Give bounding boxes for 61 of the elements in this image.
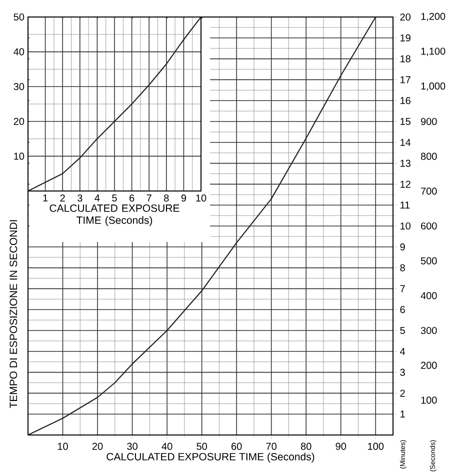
x-tick-label: 10 [58, 442, 68, 450]
x-tick-label: 1 [43, 194, 48, 202]
x-tick-label: 5 [112, 194, 117, 202]
x-tick-label: 4 [94, 194, 100, 202]
y2-tick-label: 200 [421, 362, 437, 369]
x-tick-label: 3 [77, 194, 82, 202]
x-tick-label: 10 [196, 194, 206, 202]
y-tick-label: 2 [400, 390, 405, 397]
x-tick-label: 90 [336, 442, 346, 450]
y-tick-label: 12 [400, 180, 410, 188]
x-axis-title: CALCULATED EXPOSURE TIME (Seconds) [50, 204, 180, 226]
y2-tick-label: 700 [421, 188, 437, 195]
x-tick-label: 40 [162, 442, 172, 450]
y2-tick-label: 1,200 [421, 12, 446, 22]
x-tick-label: 50 [196, 442, 207, 450]
y-tick-label: 5 [400, 327, 405, 334]
line-series [27, 16, 376, 436]
text: TEMPO DI ESPOSIZIONE IN SECONDI [10, 220, 18, 408]
x-tick-label: 100 [368, 442, 384, 450]
x-tick-label: 6 [130, 194, 134, 202]
x-tick-label: 8 [164, 194, 169, 202]
y-tick-label: 7 [400, 285, 405, 292]
y2-tick-label: 300 [420, 326, 437, 334]
y2-tick-label: 100 [421, 396, 437, 404]
x-tick-label: 60 [232, 442, 242, 450]
y-tick-label: 16 [400, 97, 410, 104]
y-tick-label: 1 [400, 410, 405, 418]
y-tick-label: 50 [14, 13, 24, 21]
y-tick-label: 3 [400, 368, 405, 376]
y-tick-label: 8 [400, 264, 405, 272]
x-tick-label: 70 [266, 442, 277, 450]
y-tick-label: 9 [400, 243, 405, 250]
x-tick-label: 2 [60, 194, 65, 202]
y2-tick-label: 400 [420, 292, 437, 300]
x-axis-title: CALCULATED EXPOSURE TIME (Seconds) [106, 452, 314, 462]
y-tick-label: 18 [400, 55, 410, 62]
y-tick-label: 17 [400, 76, 410, 84]
x-tick-label: 30 [127, 442, 138, 450]
y2-tick-label: 1,000 [421, 82, 446, 91]
y-tick-label: 15 [400, 118, 410, 125]
y2-tick-label: 1,100 [421, 48, 446, 56]
y-tick-label: 30 [14, 83, 24, 90]
x-tick-label: 80 [300, 442, 312, 450]
y-tick-label: 40 [14, 48, 24, 56]
y-tick-label: 20 [14, 118, 24, 125]
y-tick-label: 20 [400, 13, 411, 21]
y-tick-label: 10 [14, 152, 24, 160]
y-tick-label: 10 [400, 222, 411, 230]
y2-tick-label: 500 [420, 257, 437, 264]
x-tick-label: 7 [146, 194, 152, 202]
y-tick-label: 14 [400, 138, 411, 146]
y-tick-label: 19 [400, 34, 410, 42]
y2-tick-label: 800 [420, 152, 437, 160]
x-tick-label: 9 [181, 194, 186, 202]
y2-tick-label: 600 [421, 222, 437, 230]
y-tick-label: 6 [400, 306, 405, 314]
y-tick-label: 11 [400, 202, 410, 209]
y-tick-label: 4 [400, 348, 406, 355]
x-tick-label: 20 [92, 442, 103, 450]
y2-tick-label: 900 [421, 118, 437, 126]
y-tick-label: 13 [400, 160, 410, 167]
